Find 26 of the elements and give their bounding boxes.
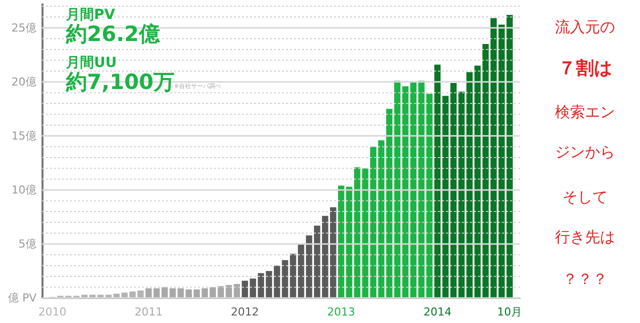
bar [274, 266, 280, 298]
annotation: 約7,100万 [66, 70, 174, 94]
text: 検索エンジンから [555, 103, 615, 161]
x-tick-label: 10月 [497, 306, 522, 318]
text: そして [562, 188, 608, 206]
text: ？？？ [562, 270, 608, 288]
x-tick-label: 2012 [230, 306, 259, 318]
text: ７割は [558, 58, 612, 79]
y-tick-label: 20億 [12, 75, 36, 88]
bar [242, 280, 248, 298]
x-tick-label: 2014 [423, 306, 452, 318]
y-tick-label: 10億 [12, 183, 36, 196]
bar [250, 278, 256, 298]
y-tick-label: 億 PV [8, 292, 37, 304]
text: 行き先は [555, 228, 615, 246]
bar [282, 260, 288, 298]
x-tick-label: 2010 [38, 306, 66, 318]
annotation: 月間PV [66, 7, 116, 23]
x-tick-label: 2011 [134, 306, 163, 318]
x-tick-label: 2013 [327, 306, 356, 318]
text: 流入元の [555, 18, 615, 36]
annotation: 月間UU [66, 55, 117, 71]
y-tick-label: 25億 [12, 21, 36, 34]
annotation: 約26.2億 [66, 22, 160, 46]
y-tick-label: 5億 [18, 237, 36, 250]
y-tick-label: 15億 [12, 129, 36, 142]
